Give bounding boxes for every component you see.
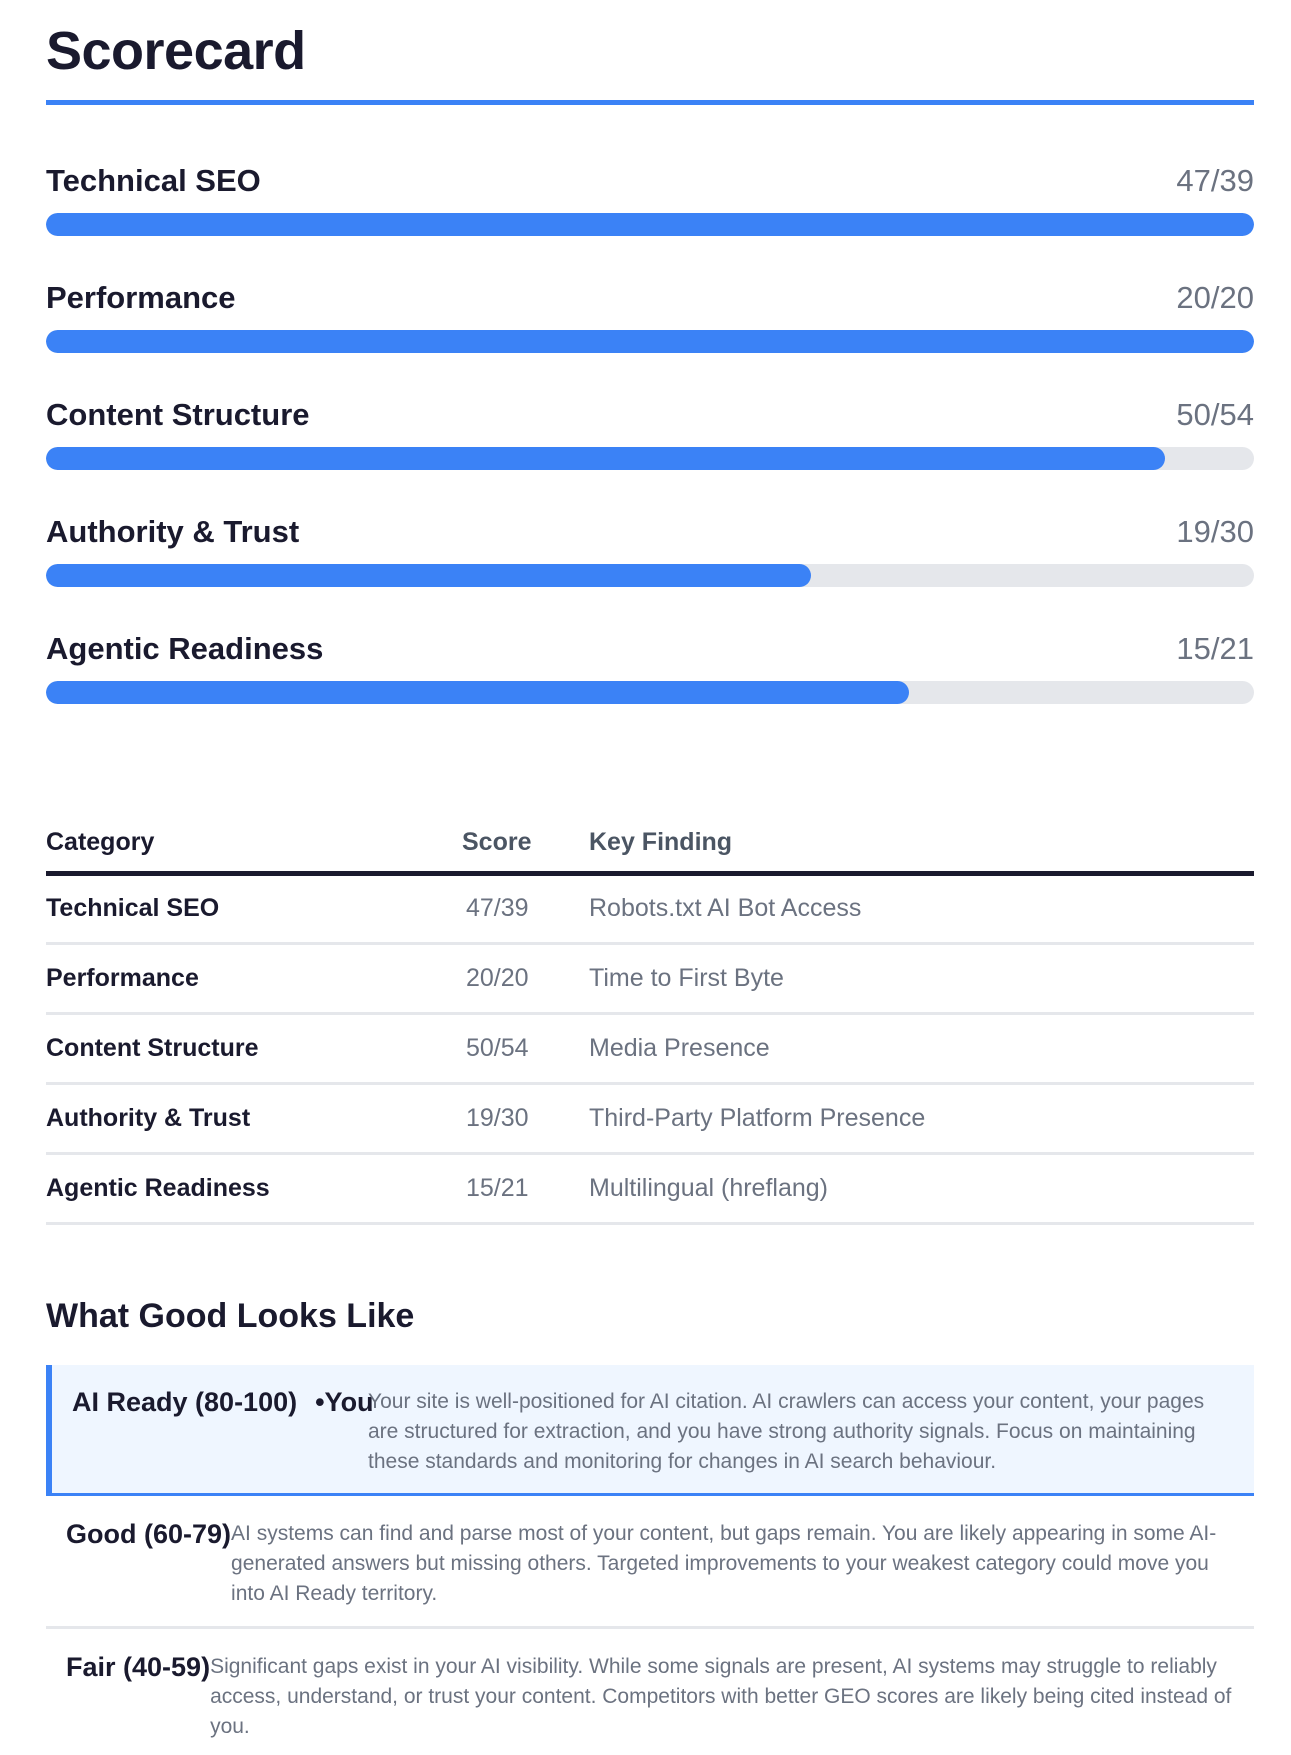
cell-key-finding: Multilingual (hreflang) xyxy=(589,1153,1254,1225)
tier-fair: Fair (40-59) Significant gaps exist in y… xyxy=(46,1630,1254,1742)
progress-bar xyxy=(46,447,1254,470)
category-label: Content Structure xyxy=(46,397,310,432)
cell-key-finding: Third-Party Platform Presence xyxy=(589,1083,1254,1155)
category-label: Technical SEO xyxy=(46,163,261,198)
tier-description: AI systems can find and parse most of yo… xyxy=(231,1522,1217,1605)
tier-name: Fair (40-59) xyxy=(66,1652,211,1682)
cell-score: 19/30 xyxy=(462,1083,589,1155)
category-label: Authority & Trust xyxy=(46,514,300,549)
cell-key-finding: Robots.txt AI Bot Access xyxy=(589,873,1254,945)
cell-key-finding: Media Presence xyxy=(589,1013,1254,1085)
tier-ai-ready: AI Ready (80-100) •You Your site is well-… xyxy=(46,1365,1254,1496)
category-score: 15/21 xyxy=(1176,631,1254,666)
category-label: Agentic Readiness xyxy=(46,631,324,666)
category-score: 47/39 xyxy=(1176,163,1254,198)
tier-label: AI Ready (80-100) xyxy=(72,1387,298,1417)
category-score: 19/30 xyxy=(1176,514,1254,549)
category-content-structure: Content Structure 50/54 xyxy=(46,397,1254,497)
progress-fill xyxy=(46,681,909,704)
header-category: Category xyxy=(46,815,462,876)
table-row: Authority & Trust 19/30 Third-Party Platfo… xyxy=(46,1083,1254,1155)
progress-fill xyxy=(46,330,1254,353)
tier-description: Your site is well-positioned for AI cita… xyxy=(368,1390,1205,1473)
progress-fill xyxy=(46,564,811,587)
cell-category: Authority & Trust xyxy=(46,1083,462,1155)
progress-bar xyxy=(46,330,1254,353)
cell-key-finding: Time to First Byte xyxy=(589,943,1254,1015)
table-row: Performance 20/20 Time to First Byte xyxy=(46,943,1254,1015)
tier-good: Good (60-79) AI systems can find and par… xyxy=(46,1497,1254,1629)
table-row: Technical SEO 47/39 Robots.txt AI Bot Acce… xyxy=(46,873,1254,945)
header-key-finding: Key Finding xyxy=(589,815,1254,876)
title-divider xyxy=(46,100,1254,105)
cell-score: 20/20 xyxy=(462,943,589,1015)
progress-bar xyxy=(46,564,1254,587)
progress-fill xyxy=(46,213,1254,236)
progress-bar xyxy=(46,213,1254,236)
category-agentic-readiness: Agentic Readiness 15/21 xyxy=(46,631,1254,731)
table-row: Content Structure 50/54 Media Presence xyxy=(46,1013,1254,1085)
cell-score: 50/54 xyxy=(462,1013,589,1085)
category-score: 20/20 xyxy=(1176,280,1254,315)
cell-category: Content Structure xyxy=(46,1013,462,1085)
page-title: Scorecard xyxy=(46,21,306,81)
category-technical-seo: Technical SEO 47/39 xyxy=(46,163,1254,263)
progress-bar xyxy=(46,681,1254,704)
cell-category: Performance xyxy=(46,943,462,1015)
progress-fill xyxy=(46,447,1165,470)
category-performance: Performance 20/20 xyxy=(46,280,1254,380)
cell-category: Technical SEO xyxy=(46,873,462,945)
category-authority-trust: Authority & Trust 19/30 xyxy=(46,514,1254,614)
table-header: Category Score Key Finding xyxy=(46,815,1254,876)
category-label: Performance xyxy=(46,280,236,315)
table-row: Agentic Readiness 15/21 Multilingual (href… xyxy=(46,1153,1254,1225)
tier-name: Good (60-79) xyxy=(66,1519,232,1549)
cell-category: Agentic Readiness xyxy=(46,1153,462,1225)
tier-name: AI Ready (80-100) •You xyxy=(72,1387,374,1493)
tier-description: Significant gaps exist in your AI visibi… xyxy=(210,1655,1232,1738)
header-score: Score xyxy=(462,815,589,876)
cell-score: 15/21 xyxy=(462,1153,589,1225)
category-score: 50/54 xyxy=(1176,397,1254,432)
section-heading: What Good Looks Like xyxy=(46,1297,415,1335)
scores-table: Category Score Key Finding Technical SEO… xyxy=(46,815,1254,1225)
cell-score: 47/39 xyxy=(462,873,589,945)
you-badge: •You xyxy=(315,1387,374,1417)
